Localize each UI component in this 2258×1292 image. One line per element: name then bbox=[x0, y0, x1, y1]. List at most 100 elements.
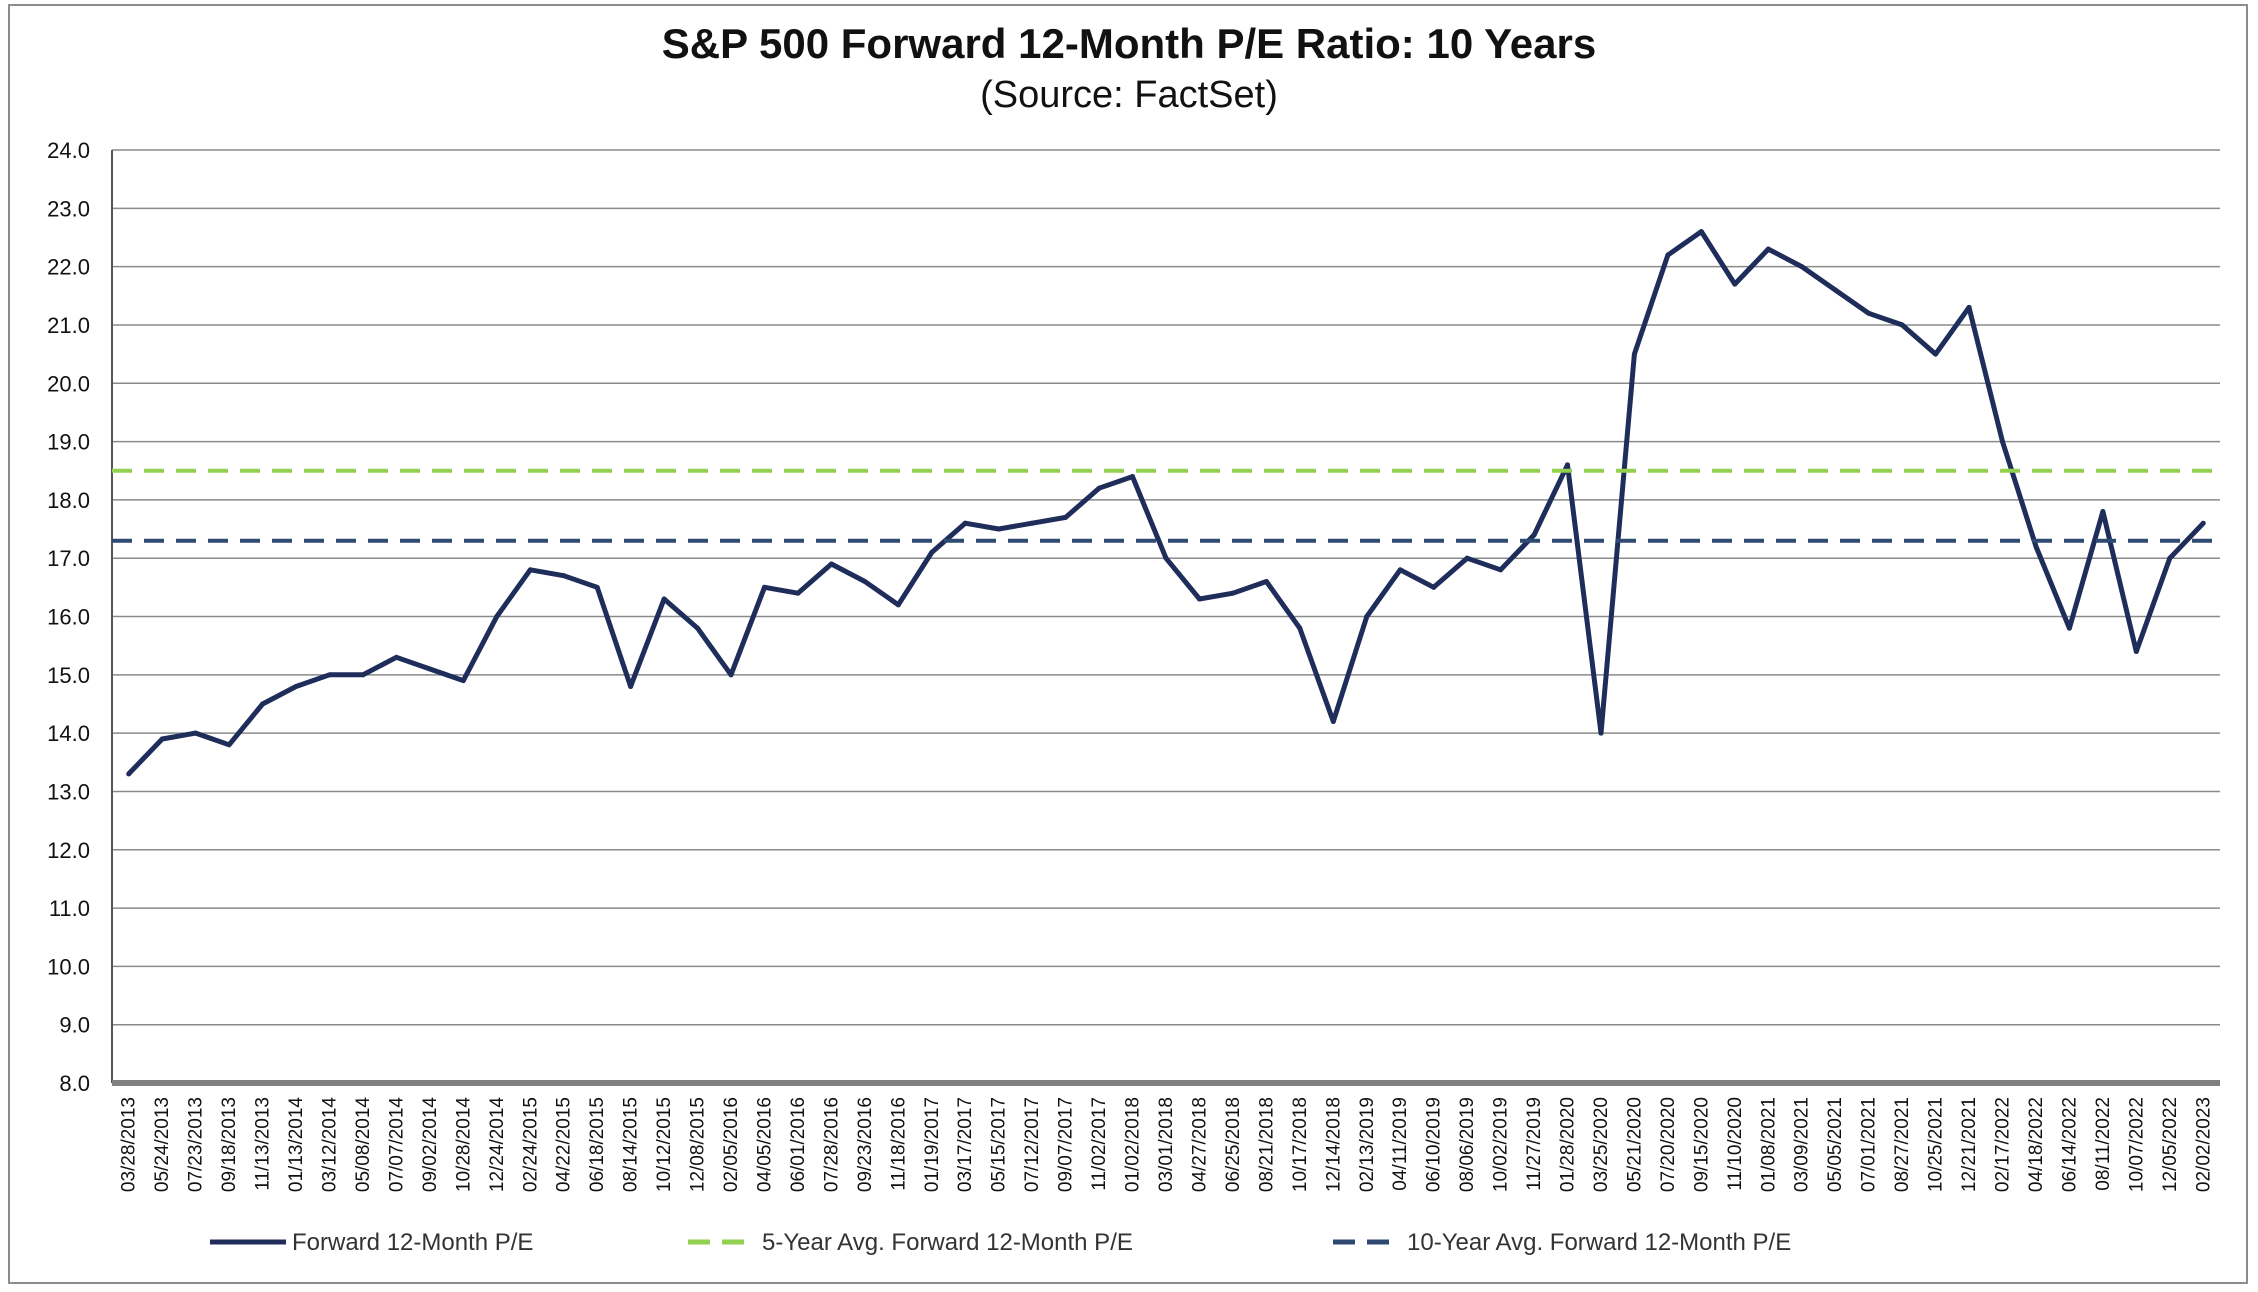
pe-data-point bbox=[1196, 596, 1202, 602]
x-tick-label: 06/01/2016 bbox=[788, 1097, 809, 1192]
pe-data-point bbox=[460, 678, 466, 684]
y-tick-label: 16.0 bbox=[47, 605, 90, 630]
x-tick-label: 04/22/2015 bbox=[554, 1097, 575, 1192]
pe-data-point bbox=[1063, 514, 1069, 520]
pe-data-point bbox=[1498, 567, 1504, 573]
pe-data-point bbox=[193, 730, 199, 736]
x-tick-label: 08/14/2015 bbox=[621, 1097, 642, 1192]
x-tick-label: 01/19/2017 bbox=[922, 1097, 943, 1192]
x-tick-label: 03/25/2020 bbox=[1591, 1097, 1612, 1192]
chart-frame bbox=[8, 4, 2248, 1284]
x-tick-label: 09/07/2017 bbox=[1056, 1097, 1077, 1192]
pe-data-point bbox=[1832, 287, 1838, 293]
x-tick-label: 09/02/2014 bbox=[420, 1097, 441, 1193]
pe-data-point bbox=[1665, 252, 1671, 258]
pe-data-point bbox=[695, 625, 701, 631]
x-tick-label: 12/21/2021 bbox=[1959, 1097, 1980, 1192]
x-tick-label: 04/05/2016 bbox=[754, 1097, 775, 1192]
pe-data-point bbox=[728, 672, 734, 678]
x-tick-label: 11/02/2017 bbox=[1089, 1097, 1110, 1191]
x-tick-label: 03/09/2021 bbox=[1792, 1097, 1813, 1192]
x-tick-label: 06/18/2015 bbox=[587, 1097, 608, 1192]
y-tick-label: 24.0 bbox=[47, 138, 90, 163]
y-tick-label: 19.0 bbox=[47, 430, 90, 455]
pe-series-line bbox=[126, 229, 2206, 776]
x-tick-label: 01/28/2020 bbox=[1558, 1097, 1579, 1192]
x-tick-label: 09/23/2016 bbox=[855, 1097, 876, 1192]
pe-data-point bbox=[1130, 474, 1136, 480]
pe-data-point bbox=[561, 573, 567, 579]
x-tick-label: 08/21/2018 bbox=[1256, 1097, 1277, 1192]
x-tick-label: 02/02/2023 bbox=[2193, 1097, 2214, 1192]
x-tick-label: 05/15/2017 bbox=[989, 1097, 1010, 1192]
y-tick-label: 13.0 bbox=[47, 779, 90, 804]
x-tick-label: 05/05/2021 bbox=[1825, 1097, 1846, 1192]
x-tick-label: 03/12/2014 bbox=[319, 1097, 340, 1193]
pe-data-point bbox=[1631, 351, 1637, 357]
x-tick-label: 07/20/2020 bbox=[1658, 1097, 1679, 1192]
pe-data-point bbox=[1698, 229, 1704, 235]
y-tick-label: 21.0 bbox=[47, 313, 90, 338]
x-tick-label: 10/25/2021 bbox=[1926, 1097, 1947, 1192]
pe-data-point bbox=[2200, 520, 2206, 526]
pe-data-point bbox=[1397, 567, 1403, 573]
pe-data-point bbox=[527, 567, 533, 573]
x-tick-label: 08/06/2019 bbox=[1457, 1097, 1478, 1192]
pe-data-point bbox=[2100, 509, 2106, 515]
pe-data-point bbox=[795, 590, 801, 596]
x-tick-label: 10/28/2014 bbox=[453, 1097, 474, 1193]
pe-data-point bbox=[1732, 281, 1738, 287]
x-tick-label: 11/27/2019 bbox=[1524, 1097, 1545, 1191]
legend-label: 5-Year Avg. Forward 12-Month P/E bbox=[762, 1229, 1133, 1256]
pe-data-point bbox=[1263, 579, 1269, 585]
x-tick-label: 01/08/2021 bbox=[1758, 1097, 1779, 1192]
x-tick-label: 02/24/2015 bbox=[520, 1097, 541, 1192]
x-tick-label: 10/12/2015 bbox=[654, 1097, 675, 1192]
y-tick-label: 10.0 bbox=[47, 954, 90, 979]
x-tick-label: 07/28/2016 bbox=[821, 1097, 842, 1192]
x-tick-label: 10/02/2019 bbox=[1491, 1097, 1512, 1192]
x-tick-label: 11/18/2016 bbox=[888, 1097, 909, 1191]
pe-data-point bbox=[929, 549, 935, 555]
x-tick-label: 11/10/2020 bbox=[1725, 1097, 1746, 1191]
pe-data-point bbox=[427, 666, 433, 672]
pe-data-point bbox=[1799, 264, 1805, 270]
pe-data-point bbox=[260, 701, 266, 707]
x-tick-label: 04/18/2022 bbox=[2026, 1097, 2047, 1192]
pe-data-point bbox=[628, 683, 634, 689]
pe-data-point bbox=[1598, 730, 1604, 736]
pe-data-point bbox=[1163, 555, 1169, 561]
x-tick-label: 03/28/2013 bbox=[119, 1097, 140, 1192]
x-tick-label: 02/13/2019 bbox=[1357, 1097, 1378, 1192]
x-tick-label: 07/23/2013 bbox=[186, 1097, 207, 1192]
x-tick-label: 11/13/2013 bbox=[253, 1097, 274, 1191]
x-tick-label: 07/01/2021 bbox=[1859, 1097, 1880, 1192]
pe-data-point bbox=[1096, 485, 1102, 491]
x-tick-label: 12/14/2018 bbox=[1323, 1097, 1344, 1192]
y-tick-label: 20.0 bbox=[47, 371, 90, 396]
x-tick-label: 03/17/2017 bbox=[955, 1097, 976, 1192]
pe-data-point bbox=[2066, 625, 2072, 631]
x-tick-label: 05/08/2014 bbox=[353, 1097, 374, 1193]
x-tick-label: 04/27/2018 bbox=[1189, 1097, 1210, 1192]
y-tick-label: 8.0 bbox=[59, 1071, 90, 1096]
pe-data-point bbox=[761, 584, 767, 590]
pe-data-point bbox=[828, 561, 834, 567]
x-tick-label: 10/17/2018 bbox=[1290, 1097, 1311, 1192]
pe-data-point bbox=[1230, 590, 1236, 596]
y-tick-label: 11.0 bbox=[49, 896, 90, 921]
x-tick-label: 06/14/2022 bbox=[2059, 1097, 2080, 1192]
x-tick-label: 02/05/2016 bbox=[721, 1097, 742, 1192]
pe-data-point bbox=[1899, 322, 1905, 328]
y-tick-label: 12.0 bbox=[47, 838, 90, 863]
pe-data-point bbox=[1933, 351, 1939, 357]
pe-data-point bbox=[1431, 584, 1437, 590]
pe-data-point bbox=[393, 654, 399, 660]
pe-data-point bbox=[126, 771, 132, 777]
x-tick-label: 12/05/2022 bbox=[2160, 1097, 2181, 1192]
pe-data-point bbox=[1866, 310, 1872, 316]
x-tick-label: 01/13/2014 bbox=[286, 1097, 307, 1193]
legend-label: Forward 12-Month P/E bbox=[292, 1229, 533, 1256]
pe-data-point bbox=[862, 579, 868, 585]
